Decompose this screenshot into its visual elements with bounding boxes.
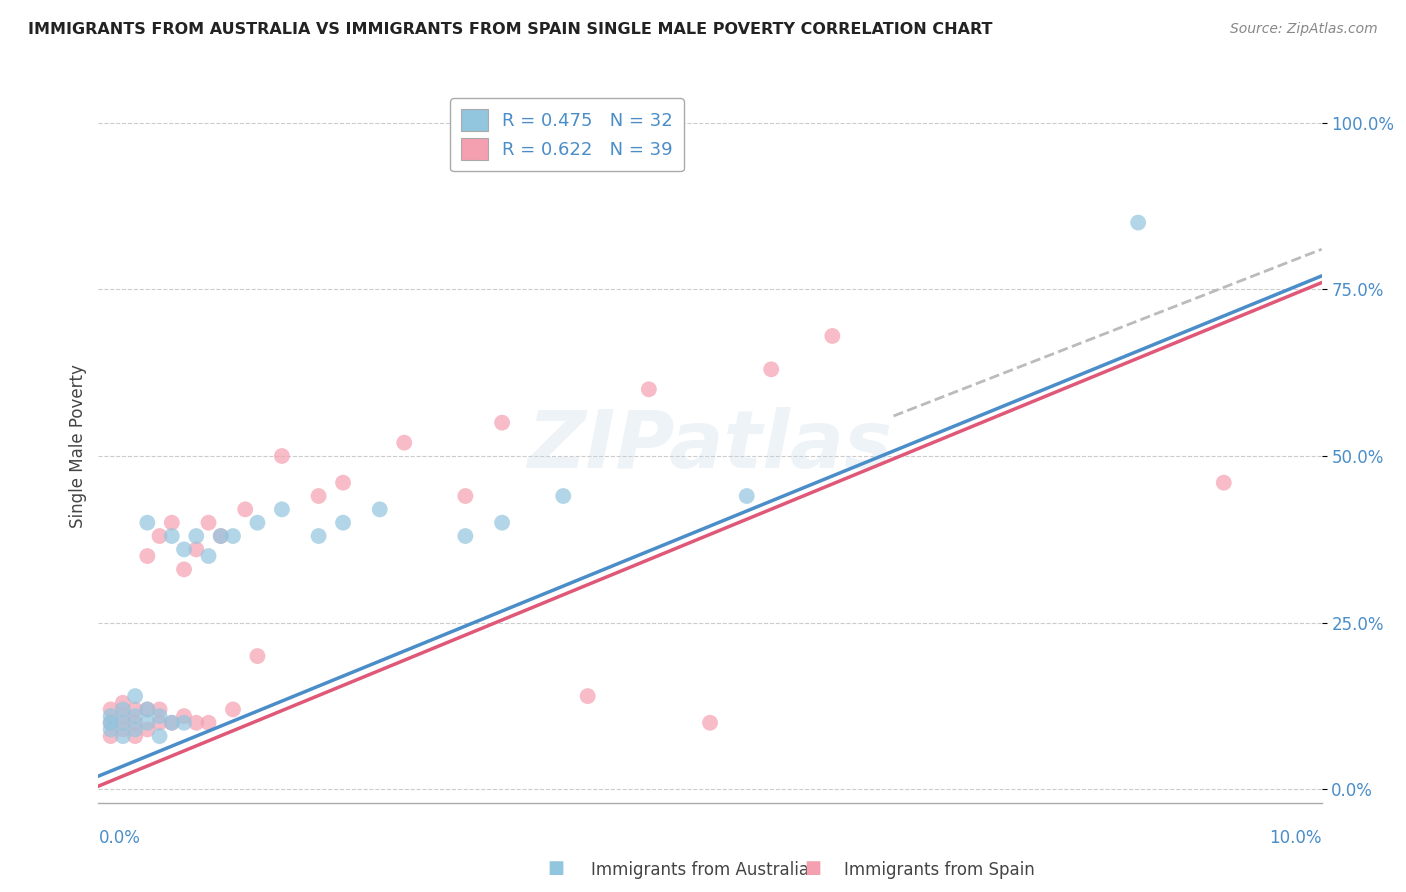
Point [173,542,195,557]
Point [124,715,146,730]
Point [233,502,256,516]
Point [111,715,134,730]
Point [124,729,146,743]
Point [136,549,159,563]
Point [491,516,513,530]
Text: Source: ZipAtlas.com: Source: ZipAtlas.com [1230,22,1378,37]
Point [111,696,134,710]
Point [160,529,183,543]
Point [197,516,219,530]
Point [821,329,844,343]
Point [149,529,172,543]
Point [209,529,232,543]
Point [1128,216,1150,230]
Point [246,649,269,664]
Point [124,723,146,737]
Point [735,489,758,503]
Point [160,715,183,730]
Text: ZIPatlas: ZIPatlas [527,407,893,485]
Point [553,489,575,503]
Point [332,475,354,490]
Point [149,729,172,743]
Point [100,715,122,730]
Point [173,709,195,723]
Point [270,449,292,463]
Point [100,709,122,723]
Point [759,362,782,376]
Point [1212,475,1234,490]
Text: IMMIGRANTS FROM AUSTRALIA VS IMMIGRANTS FROM SPAIN SINGLE MALE POVERTY CORRELATI: IMMIGRANTS FROM AUSTRALIA VS IMMIGRANTS … [28,22,993,37]
Point [454,529,477,543]
Point [699,715,721,730]
Point [186,529,208,543]
Point [209,529,232,543]
Point [111,709,134,723]
Text: ■: ■ [547,859,564,877]
Point [111,729,134,743]
Point [160,715,183,730]
Point [124,702,146,716]
Point [197,549,219,563]
Point [136,715,159,730]
Text: ■: ■ [804,859,821,877]
Point [308,489,330,503]
Point [100,723,122,737]
Point [111,723,134,737]
Legend: R = 0.475   N = 32, R = 0.622   N = 39: R = 0.475 N = 32, R = 0.622 N = 39 [450,98,683,171]
Point [149,709,172,723]
Text: 10.0%: 10.0% [1270,829,1322,847]
Point [160,516,183,530]
Text: Immigrants from Australia: Immigrants from Australia [591,861,808,879]
Point [246,516,269,530]
Point [149,702,172,716]
Point [197,715,219,730]
Point [392,435,416,450]
Point [186,715,208,730]
Point [111,702,134,716]
Point [124,709,146,723]
Point [491,416,513,430]
Point [136,723,159,737]
Text: 0.0%: 0.0% [98,829,141,847]
Point [637,382,661,396]
Point [222,529,245,543]
Point [173,715,195,730]
Text: Immigrants from Spain: Immigrants from Spain [844,861,1035,879]
Point [332,516,354,530]
Point [124,689,146,703]
Point [136,702,159,716]
Point [368,502,391,516]
Point [100,715,122,730]
Point [222,702,245,716]
Point [576,689,599,703]
Point [308,529,330,543]
Point [100,729,122,743]
Y-axis label: Single Male Poverty: Single Male Poverty [69,364,87,528]
Point [149,715,172,730]
Point [173,562,195,576]
Point [136,702,159,716]
Point [270,502,292,516]
Point [454,489,477,503]
Point [100,702,122,716]
Point [136,516,159,530]
Point [186,542,208,557]
